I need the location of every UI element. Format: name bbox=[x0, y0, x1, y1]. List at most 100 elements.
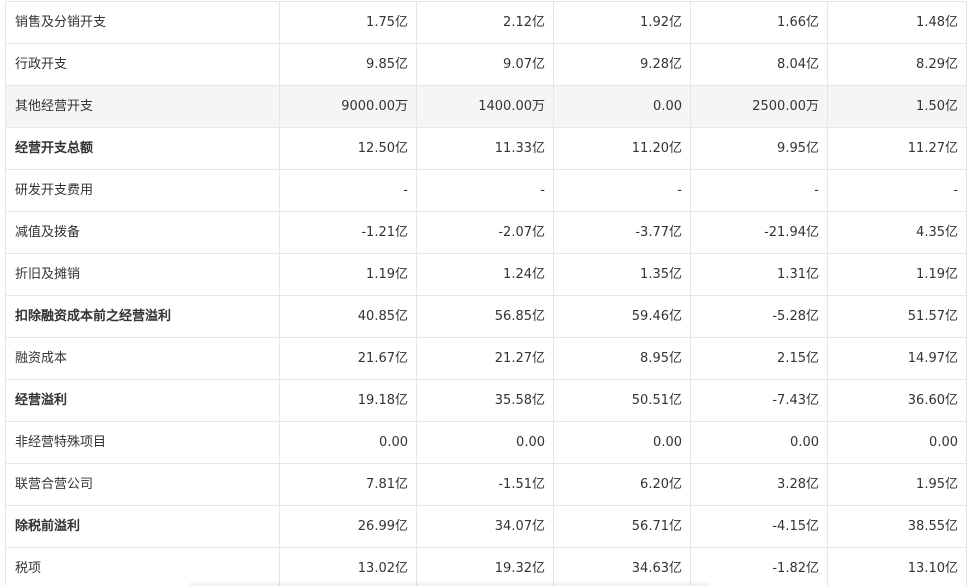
row-label: 经营溢利 bbox=[5, 379, 280, 422]
value-cell: 38.55亿 bbox=[827, 505, 967, 548]
value-cell: -5.28亿 bbox=[690, 295, 828, 338]
value-cell: 4.35亿 bbox=[827, 211, 967, 254]
value-cell: -4.15亿 bbox=[690, 505, 828, 548]
row-label: 经营开支总额 bbox=[5, 127, 280, 170]
table-row: 非经营特殊项目 0.00 0.00 0.00 0.00 0.00 bbox=[5, 421, 967, 464]
table-row: 经营开支总额 12.50亿 11.33亿 11.20亿 9.95亿 11.27亿 bbox=[5, 127, 967, 170]
value-cell: 11.27亿 bbox=[827, 127, 967, 170]
value-cell: 1.48亿 bbox=[827, 1, 967, 44]
value-cell: 56.85亿 bbox=[416, 295, 554, 338]
value-cell: 9.95亿 bbox=[690, 127, 828, 170]
value-cell: 2500.00万 bbox=[690, 85, 828, 128]
row-label: 折旧及摊销 bbox=[5, 253, 280, 296]
value-cell: 8.29亿 bbox=[827, 43, 967, 86]
row-label: 销售及分销开支 bbox=[5, 1, 280, 44]
value-cell: 9.28亿 bbox=[553, 43, 691, 86]
table-row: 行政开支 9.85亿 9.07亿 9.28亿 8.04亿 8.29亿 bbox=[5, 43, 967, 86]
value-cell: 26.99亿 bbox=[279, 505, 417, 548]
value-cell: 6.20亿 bbox=[553, 463, 691, 506]
value-cell: 0.00 bbox=[553, 421, 691, 464]
value-cell: - bbox=[553, 169, 691, 212]
value-cell: -2.07亿 bbox=[416, 211, 554, 254]
value-cell: 8.95亿 bbox=[553, 337, 691, 380]
value-cell: 59.46亿 bbox=[553, 295, 691, 338]
row-label: 扣除融资成本前之经营溢利 bbox=[5, 295, 280, 338]
table-row: 联营合营公司 7.81亿 -1.51亿 6.20亿 3.28亿 1.95亿 bbox=[5, 463, 967, 506]
value-cell: 2.15亿 bbox=[690, 337, 828, 380]
row-label: 减值及拨备 bbox=[5, 211, 280, 254]
value-cell: 0.00 bbox=[416, 421, 554, 464]
value-cell: 9.07亿 bbox=[416, 43, 554, 86]
row-label: 除税前溢利 bbox=[5, 505, 280, 548]
value-cell: 34.63亿 bbox=[553, 547, 691, 586]
value-cell: 1.95亿 bbox=[827, 463, 967, 506]
value-cell: - bbox=[416, 169, 554, 212]
value-cell: 9.85亿 bbox=[279, 43, 417, 86]
value-cell: 11.20亿 bbox=[553, 127, 691, 170]
value-cell: 1.35亿 bbox=[553, 253, 691, 296]
table-row: 减值及拨备 -1.21亿 -2.07亿 -3.77亿 -21.94亿 4.35亿 bbox=[5, 211, 967, 254]
value-cell: 0.00 bbox=[279, 421, 417, 464]
value-cell: 1.19亿 bbox=[827, 253, 967, 296]
value-cell: 50.51亿 bbox=[553, 379, 691, 422]
value-cell: 21.27亿 bbox=[416, 337, 554, 380]
value-cell: 8.04亿 bbox=[690, 43, 828, 86]
value-cell: 2.12亿 bbox=[416, 1, 554, 44]
value-cell: 19.18亿 bbox=[279, 379, 417, 422]
value-cell: 12.50亿 bbox=[279, 127, 417, 170]
value-cell: 0.00 bbox=[690, 421, 828, 464]
value-cell: -7.43亿 bbox=[690, 379, 828, 422]
table-row: 销售及分销开支 1.75亿 2.12亿 1.92亿 1.66亿 1.48亿 bbox=[5, 1, 967, 44]
value-cell: 1.75亿 bbox=[279, 1, 417, 44]
value-cell: - bbox=[279, 169, 417, 212]
value-cell: 21.67亿 bbox=[279, 337, 417, 380]
table-row: 税项 13.02亿 19.32亿 34.63亿 -1.82亿 13.10亿 bbox=[5, 547, 967, 586]
value-cell: 11.33亿 bbox=[416, 127, 554, 170]
value-cell: 40.85亿 bbox=[279, 295, 417, 338]
row-label: 融资成本 bbox=[5, 337, 280, 380]
value-cell: 13.02亿 bbox=[279, 547, 417, 586]
row-label: 其他经营开支 bbox=[5, 85, 280, 128]
value-cell: -3.77亿 bbox=[553, 211, 691, 254]
value-cell: -1.21亿 bbox=[279, 211, 417, 254]
value-cell: 1.92亿 bbox=[553, 1, 691, 44]
row-label: 联营合营公司 bbox=[5, 463, 280, 506]
value-cell: -1.82亿 bbox=[690, 547, 828, 586]
value-cell: -21.94亿 bbox=[690, 211, 828, 254]
value-cell: 1.19亿 bbox=[279, 253, 417, 296]
value-cell: 9000.00万 bbox=[279, 85, 417, 128]
value-cell: 36.60亿 bbox=[827, 379, 967, 422]
value-cell: 51.57亿 bbox=[827, 295, 967, 338]
table-row: 融资成本 21.67亿 21.27亿 8.95亿 2.15亿 14.97亿 bbox=[5, 337, 967, 380]
value-cell: 1.31亿 bbox=[690, 253, 828, 296]
value-cell: 56.71亿 bbox=[553, 505, 691, 548]
table-row: 折旧及摊销 1.19亿 1.24亿 1.35亿 1.31亿 1.19亿 bbox=[5, 253, 967, 296]
value-cell: 1.24亿 bbox=[416, 253, 554, 296]
value-cell: 0.00 bbox=[827, 421, 967, 464]
table-row: 除税前溢利 26.99亿 34.07亿 56.71亿 -4.15亿 38.55亿 bbox=[5, 505, 967, 548]
row-label: 税项 bbox=[5, 547, 280, 586]
table-row: 经营溢利 19.18亿 35.58亿 50.51亿 -7.43亿 36.60亿 bbox=[5, 379, 967, 422]
row-label: 非经营特殊项目 bbox=[5, 421, 280, 464]
value-cell: 3.28亿 bbox=[690, 463, 828, 506]
value-cell: 35.58亿 bbox=[416, 379, 554, 422]
value-cell: 1400.00万 bbox=[416, 85, 554, 128]
value-cell: - bbox=[827, 169, 967, 212]
value-cell: 1.66亿 bbox=[690, 1, 828, 44]
row-label: 行政开支 bbox=[5, 43, 280, 86]
value-cell: 34.07亿 bbox=[416, 505, 554, 548]
row-label: 研发开支费用 bbox=[5, 169, 280, 212]
value-cell: 13.10亿 bbox=[827, 547, 967, 586]
value-cell: 1.50亿 bbox=[827, 85, 967, 128]
table-row: 研发开支费用 - - - - - bbox=[5, 169, 967, 212]
value-cell: - bbox=[690, 169, 828, 212]
value-cell: 0.00 bbox=[553, 85, 691, 128]
table-row: 扣除融资成本前之经营溢利 40.85亿 56.85亿 59.46亿 -5.28亿 51.5… bbox=[5, 295, 967, 338]
table-row: 其他经营开支 9000.00万 1400.00万 0.00 2500.00万 1.50亿 bbox=[5, 85, 967, 128]
income-statement-table: 销售及分销开支 1.75亿 2.12亿 1.92亿 1.66亿 1.48亿 行政开支 9.85… bbox=[5, 1, 967, 586]
value-cell: -1.51亿 bbox=[416, 463, 554, 506]
value-cell: 7.81亿 bbox=[279, 463, 417, 506]
value-cell: 14.97亿 bbox=[827, 337, 967, 380]
table-body: 销售及分销开支 1.75亿 2.12亿 1.92亿 1.66亿 1.48亿 行政开支 9.85… bbox=[5, 1, 967, 586]
